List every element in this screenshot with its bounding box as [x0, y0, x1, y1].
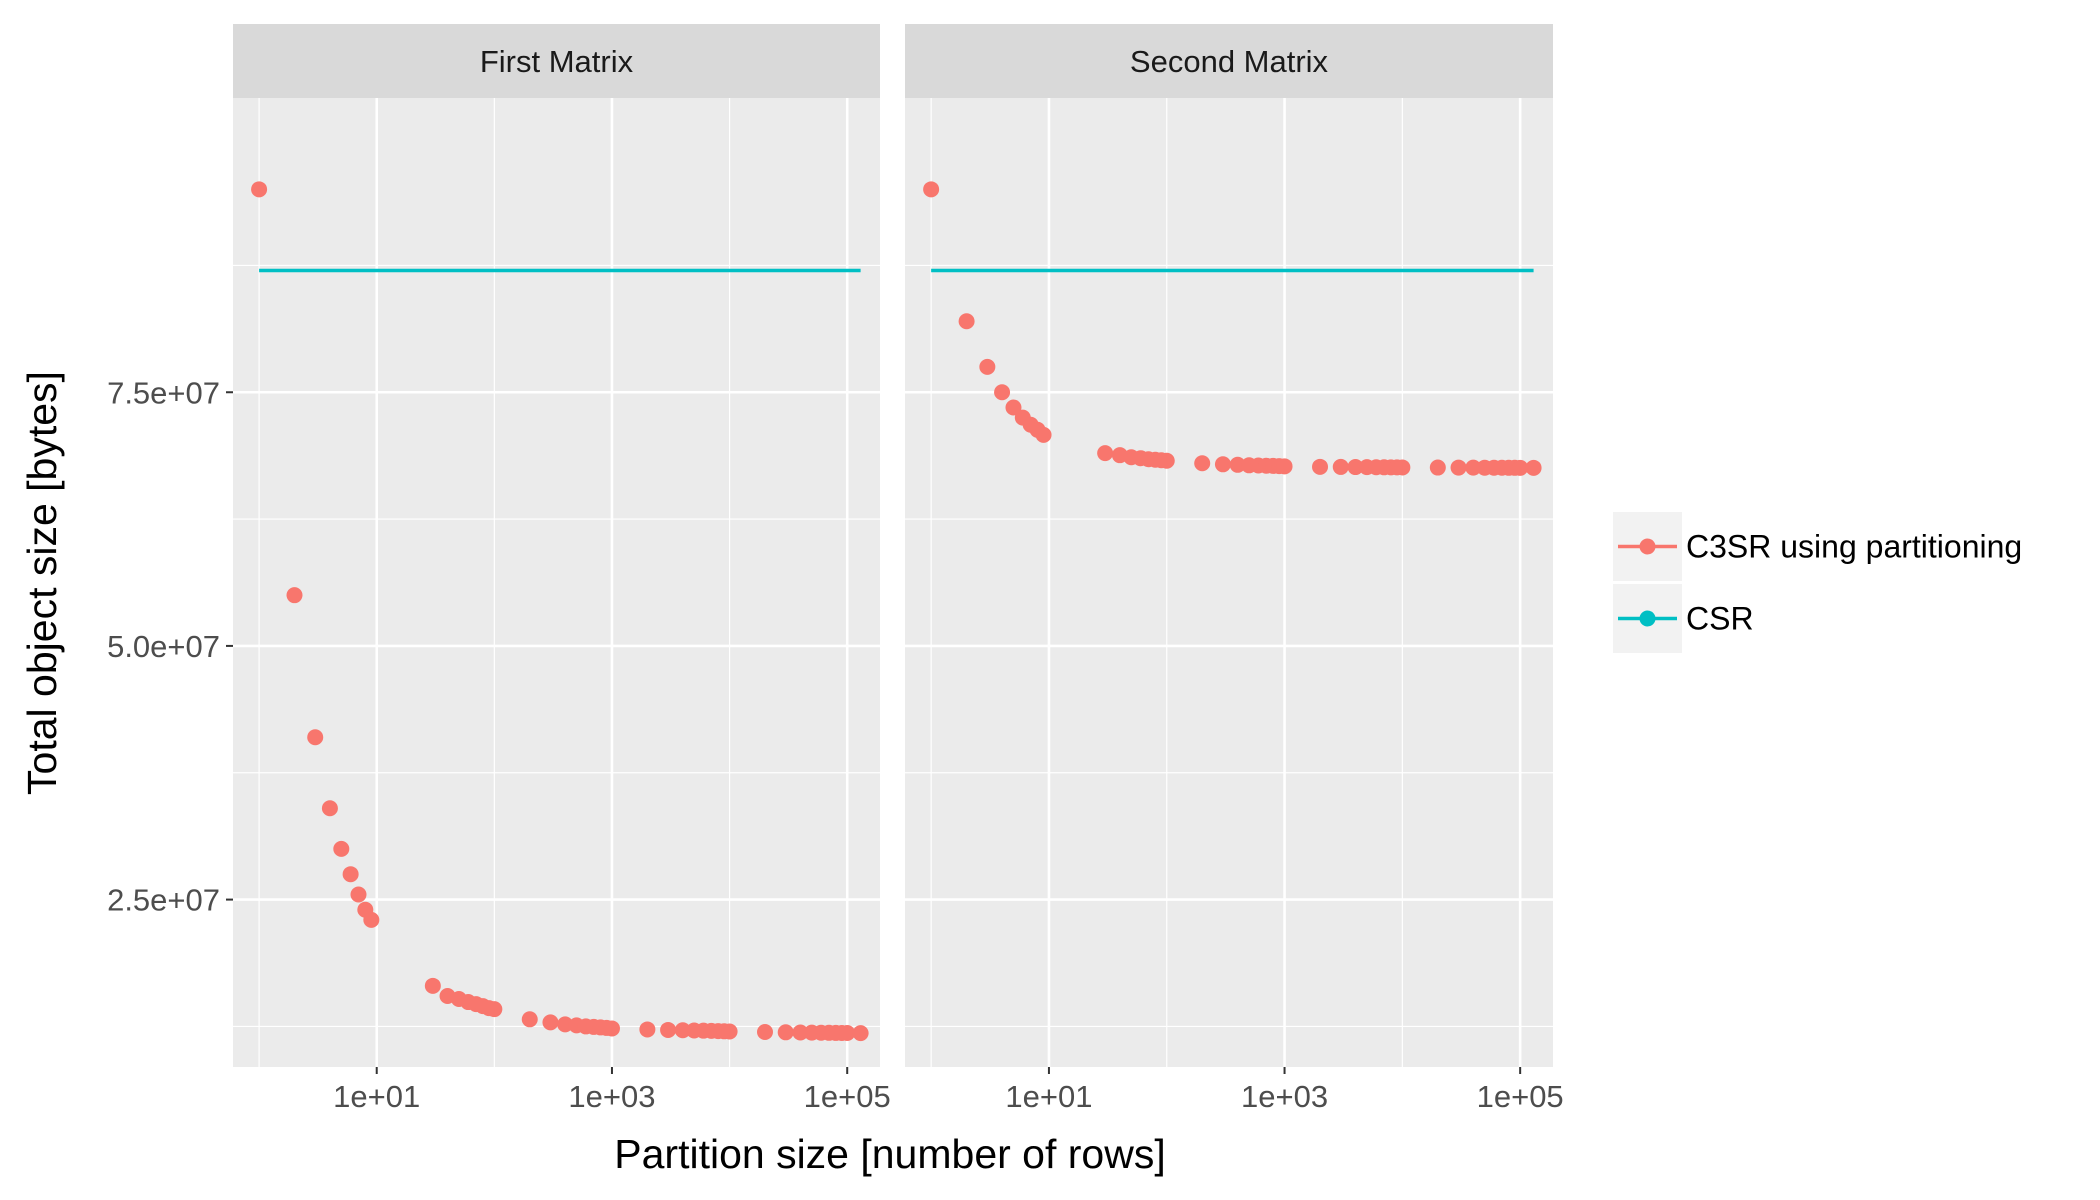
facet-panel: First Matrix 1e+01 1e+03 1e+05 [233, 24, 891, 1114]
c3sr-point [660, 1021, 677, 1038]
c3sr-point [1347, 459, 1364, 476]
c3sr-point [639, 1021, 656, 1038]
c3sr-point [839, 1025, 856, 1042]
c3sr-point [350, 886, 367, 903]
c3sr-point [1465, 459, 1482, 476]
c3sr-point [1525, 459, 1542, 476]
c3sr-point [1194, 455, 1211, 472]
c3sr-point [979, 358, 996, 375]
c3sr-point [286, 587, 303, 604]
c3sr-point [424, 977, 441, 994]
y-axis-title: Total object size [bytes] [19, 371, 65, 795]
x-tick-label: 1e+03 [568, 1079, 655, 1114]
y-tick-label: 2.5e+07 [107, 883, 220, 918]
x-tick-label: 1e+03 [1241, 1079, 1328, 1114]
c3sr-point [958, 313, 975, 330]
facet-title: First Matrix [480, 44, 634, 79]
c3sr-point [603, 1020, 620, 1037]
panel-background [905, 98, 1553, 1067]
legend: C3SR using partitioning CSR [1613, 512, 2022, 653]
facet-strip [905, 24, 1553, 98]
x-tick-label: 1e+05 [1477, 1079, 1564, 1114]
c3sr-point [1229, 456, 1246, 473]
facet-strip [233, 24, 880, 98]
c3sr-point [994, 384, 1011, 401]
c3sr-point [1214, 456, 1231, 473]
c3sr-point [792, 1024, 809, 1041]
legend-point-icon [1639, 538, 1656, 555]
legend-label: C3SR using partitioning [1686, 529, 2022, 565]
c3sr-point [1312, 458, 1329, 475]
x-tick-label: 1e+01 [1005, 1079, 1092, 1114]
c3sr-point [1097, 445, 1114, 462]
legend-item: C3SR using partitioning [1613, 512, 2022, 581]
c3sr-point [1394, 459, 1411, 476]
y-axis: 2.5e+07 5.0e+07 7.5e+07 [107, 375, 233, 918]
c3sr-point [1158, 452, 1175, 469]
c3sr-point [486, 1001, 503, 1018]
facet-title: Second Matrix [1130, 44, 1329, 79]
c3sr-point [674, 1022, 691, 1039]
c3sr-point [1035, 426, 1052, 443]
c3sr-point [1450, 459, 1467, 476]
c3sr-point [923, 181, 940, 198]
legend-point-icon [1639, 610, 1656, 627]
c3sr-point [721, 1023, 738, 1040]
c3sr-point [1276, 458, 1293, 475]
legend-label: CSR [1686, 601, 1754, 637]
c3sr-point [756, 1023, 773, 1040]
c3sr-point [542, 1014, 559, 1031]
legend-item: CSR [1613, 584, 1754, 653]
c3sr-point [321, 800, 338, 817]
c3sr-point [1512, 459, 1529, 476]
c3sr-point [363, 911, 380, 928]
y-tick-label: 5.0e+07 [107, 629, 220, 664]
c3sr-point [1332, 458, 1349, 475]
x-axis-title: Partition size [number of rows] [614, 1131, 1165, 1177]
x-tick-label: 1e+05 [804, 1079, 891, 1114]
c3sr-point [521, 1011, 538, 1028]
panel-background [233, 98, 880, 1067]
x-tick-label: 1e+01 [333, 1079, 420, 1114]
c3sr-point [333, 840, 350, 857]
c3sr-point [307, 729, 324, 746]
c3sr-point [777, 1024, 794, 1041]
y-tick-label: 7.5e+07 [107, 375, 220, 410]
c3sr-point [251, 181, 268, 198]
c3sr-point [852, 1025, 869, 1042]
c3sr-point [1429, 459, 1446, 476]
c3sr-point [1005, 399, 1022, 416]
c3sr-point [342, 866, 359, 883]
facet-panel: Second Matrix 1e+01 1e+03 1e+05 [905, 24, 1564, 1114]
